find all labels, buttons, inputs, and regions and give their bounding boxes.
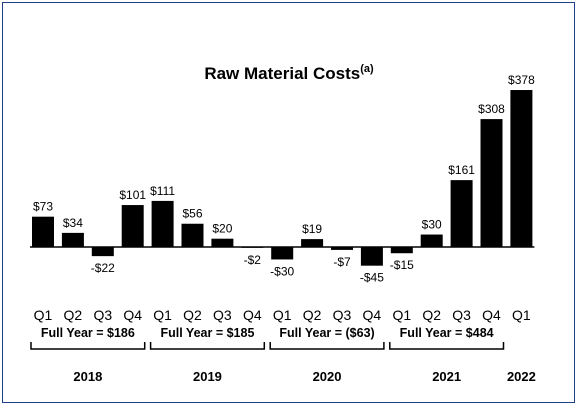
value-labels-group: $73 $34 -$22 $101 $111 $56 $20 -$2 -$30 $19 -$7 -$4… xyxy=(33,73,535,285)
year-group-2021: Full Year = $484 2021 xyxy=(389,326,505,384)
bar-12 xyxy=(360,247,383,266)
value-label-7: $20 xyxy=(212,222,232,236)
value-label-10: $19 xyxy=(302,222,322,236)
quarter-labels-group: Q1 Q2 Q3 Q4 Q1 Q2 Q3 Q4 Q1 Q2 Q3 Q4 Q1 Q2 Q3 Q4 Q1 xyxy=(34,307,531,323)
quarter-label-2: Q2 xyxy=(64,307,83,323)
bar-10 xyxy=(301,239,324,247)
quarter-label-15: Q3 xyxy=(452,307,471,323)
bars-group xyxy=(32,90,533,266)
value-label-9: -$30 xyxy=(270,264,294,278)
full-year-label-2021: Full Year = $484 xyxy=(400,326,494,340)
year-group-2020: Full Year = ($63) 2020 xyxy=(269,326,385,384)
bar-15 xyxy=(450,180,473,247)
bar-chart: Raw Material Costs(a) $73 $34 -$22 $101 $111… xyxy=(30,63,536,384)
quarter-label-3: Q3 xyxy=(93,307,112,323)
bar-11 xyxy=(331,247,353,250)
bar-2 xyxy=(61,232,84,247)
chart-title: Raw Material Costs(a) xyxy=(204,63,374,83)
year-label-2018: 2018 xyxy=(73,369,102,384)
bar-3 xyxy=(91,247,114,257)
chart-frame: Raw Material Costs(a) $73 $34 -$22 $101 $111… xyxy=(2,2,575,403)
quarter-label-14: Q2 xyxy=(422,307,441,323)
value-label-13: -$15 xyxy=(390,258,414,272)
quarter-label-1: Q1 xyxy=(34,307,53,323)
chart-title-text: Raw Material Costs xyxy=(204,64,360,83)
full-year-label-2020: Full Year = ($63) xyxy=(279,326,374,340)
value-label-17: $378 xyxy=(508,73,535,87)
bar-16 xyxy=(480,119,503,247)
value-label-3: -$22 xyxy=(91,261,115,275)
year-groups: Full Year = $186 2018 Full Year = $185 2019… xyxy=(30,326,536,384)
bar-9 xyxy=(271,247,294,260)
bar-13 xyxy=(390,247,413,254)
bar-4 xyxy=(121,205,144,247)
value-label-15: $161 xyxy=(448,163,475,177)
year-bracket-2019 xyxy=(149,342,266,350)
year-group-2018: Full Year = $186 2018 xyxy=(30,326,146,384)
full-year-label-2018: Full Year = $186 xyxy=(41,326,135,340)
quarter-label-16: Q4 xyxy=(482,307,501,323)
chart-title-superscript: (a) xyxy=(360,63,374,75)
quarter-label-9: Q1 xyxy=(273,307,292,323)
value-label-11: -$7 xyxy=(333,255,351,269)
bar-6 xyxy=(181,223,204,247)
year-label-2019: 2019 xyxy=(193,369,222,384)
quarter-label-12: Q4 xyxy=(363,307,382,323)
bar-5 xyxy=(151,200,174,247)
value-label-4: $101 xyxy=(119,188,146,202)
year-label-2020: 2020 xyxy=(313,369,342,384)
year-bracket-2018 xyxy=(30,342,146,350)
quarter-label-5: Q1 xyxy=(153,307,172,323)
value-label-12: -$45 xyxy=(360,271,384,285)
year-label-2022: 2022 xyxy=(507,369,536,384)
year-label-2021: 2021 xyxy=(432,369,461,384)
value-label-5: $111 xyxy=(150,184,175,198)
bar-14 xyxy=(420,234,443,247)
quarter-label-7: Q3 xyxy=(213,307,232,323)
quarter-label-17: Q1 xyxy=(512,307,531,323)
value-label-14: $30 xyxy=(422,218,442,232)
value-label-6: $56 xyxy=(182,207,202,221)
quarter-label-13: Q1 xyxy=(392,307,411,323)
quarter-label-10: Q2 xyxy=(303,307,322,323)
value-label-16: $308 xyxy=(478,102,505,116)
bar-17 xyxy=(510,90,533,247)
year-bracket-2020 xyxy=(269,342,385,350)
bar-7 xyxy=(211,238,234,247)
value-label-2: $34 xyxy=(63,216,83,230)
quarter-label-11: Q3 xyxy=(333,307,352,323)
bar-1 xyxy=(32,216,54,247)
year-group-2022: 2022 xyxy=(507,369,536,384)
value-label-1: $73 xyxy=(33,200,53,214)
quarter-label-4: Q4 xyxy=(123,307,142,323)
year-bracket-2021 xyxy=(389,342,505,350)
value-label-8: -$2 xyxy=(244,253,262,267)
quarter-label-6: Q2 xyxy=(183,307,202,323)
year-group-2019: Full Year = $185 2019 xyxy=(149,326,266,384)
quarter-label-8: Q4 xyxy=(243,307,262,323)
full-year-label-2019: Full Year = $185 xyxy=(160,326,254,340)
